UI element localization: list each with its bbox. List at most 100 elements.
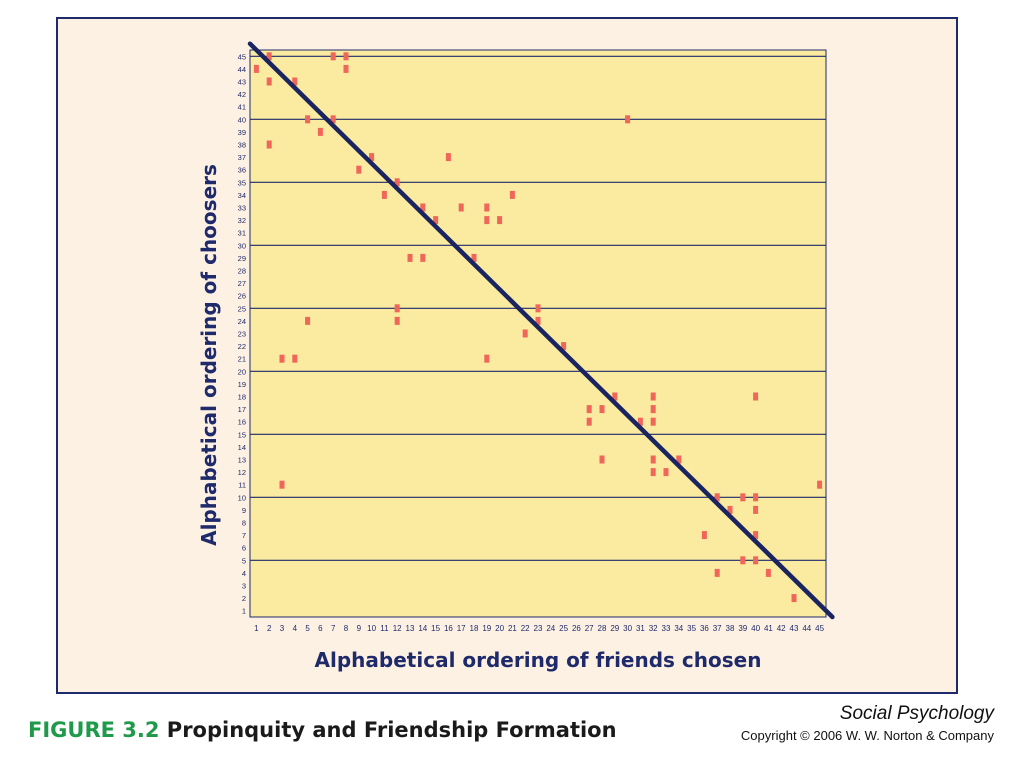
x-tick-label: 40 — [751, 624, 760, 633]
copyright-notice: Copyright © 2006 W. W. Norton & Company — [740, 728, 994, 743]
data-point — [279, 480, 285, 489]
data-point — [305, 115, 311, 124]
data-point — [676, 455, 682, 464]
y-tick-label: 32 — [238, 216, 246, 225]
data-point — [753, 392, 759, 401]
y-tick-label: 15 — [238, 430, 246, 439]
y-tick-label: 19 — [238, 380, 246, 389]
x-tick-label: 11 — [380, 624, 389, 633]
x-tick-label: 2 — [267, 624, 272, 633]
x-tick-label: 21 — [508, 624, 517, 633]
x-tick-label: 27 — [585, 624, 594, 633]
data-point — [637, 417, 643, 426]
data-point — [791, 594, 797, 603]
x-tick-label: 20 — [495, 624, 504, 633]
x-axis-label: Alphabetical ordering of friends chosen — [315, 648, 762, 672]
data-point — [650, 417, 656, 426]
y-tick-label: 41 — [238, 103, 246, 112]
x-tick-label: 41 — [764, 624, 773, 633]
y-tick-labels: 1234567891011121314151617181920212223242… — [238, 52, 246, 615]
x-tick-label: 37 — [713, 624, 722, 633]
y-tick-label: 30 — [238, 241, 246, 250]
y-tick-label: 29 — [238, 254, 246, 263]
data-point — [292, 354, 298, 363]
y-tick-label: 1 — [242, 607, 246, 616]
book-title: Social Psychology — [839, 703, 994, 724]
data-point — [650, 405, 656, 414]
x-tick-label: 34 — [674, 624, 683, 633]
x-tick-labels: 1 2 3 4 5 6 7 8 9 10 11 12 13 14 15 16 17 18 19 20 21 22 23 24 2… — [254, 624, 824, 633]
y-tick-label: 10 — [238, 493, 246, 502]
x-tick-label: 32 — [649, 624, 658, 633]
x-tick-label: 28 — [598, 624, 607, 633]
data-point — [701, 531, 707, 540]
data-point — [509, 190, 515, 199]
x-tick-label: 29 — [610, 624, 619, 633]
data-points — [253, 52, 823, 603]
data-point — [292, 77, 298, 86]
x-tick-label: 38 — [726, 624, 735, 633]
data-point — [356, 165, 362, 174]
data-point — [381, 190, 387, 199]
data-point — [599, 405, 605, 414]
x-tick-label: 17 — [457, 624, 466, 633]
x-tick-label: 33 — [662, 624, 671, 633]
data-point — [740, 556, 746, 565]
data-point — [727, 505, 733, 514]
y-tick-label: 39 — [238, 128, 246, 137]
x-tick-label: 16 — [444, 624, 453, 633]
data-point — [714, 493, 720, 502]
data-point — [279, 354, 285, 363]
x-tick-label: 24 — [546, 624, 555, 633]
y-tick-label: 43 — [238, 78, 246, 87]
y-tick-label: 27 — [238, 279, 246, 288]
y-tick-label: 13 — [238, 456, 246, 465]
x-tick-label: 31 — [636, 624, 645, 633]
plot-area — [249, 49, 827, 618]
y-tick-label: 22 — [238, 342, 246, 351]
data-point — [586, 417, 592, 426]
x-tick-label: 35 — [687, 624, 696, 633]
x-tick-label: 44 — [802, 624, 811, 633]
x-tick-label: 15 — [431, 624, 440, 633]
y-tick-label: 2 — [242, 594, 246, 603]
y-tick-label: 7 — [242, 531, 246, 540]
data-point — [740, 493, 746, 502]
data-point — [535, 304, 541, 313]
data-point — [561, 342, 567, 351]
data-point — [330, 115, 336, 124]
y-tick-label: 12 — [238, 468, 246, 477]
x-tick-label: 13 — [406, 624, 415, 633]
data-point — [433, 216, 439, 225]
data-point — [484, 203, 490, 212]
data-point — [650, 468, 656, 477]
data-point — [484, 354, 490, 363]
x-tick-label: 45 — [815, 624, 824, 633]
data-point — [625, 115, 631, 124]
data-point — [266, 140, 272, 149]
data-point — [765, 568, 771, 577]
data-point — [586, 405, 592, 414]
data-point — [599, 455, 605, 464]
y-tick-label: 33 — [238, 204, 246, 213]
data-point — [484, 216, 490, 225]
figure-title: Propinquity and Friendship Formation — [166, 718, 617, 742]
x-tick-label: 22 — [521, 624, 530, 633]
data-point — [535, 316, 541, 325]
scatter-chart: 1 2 3 4 5 6 7 8 9 10 11 12 13 14 15 16 17 18 19 20 21 22 23 24 2… — [197, 41, 835, 672]
y-tick-label: 26 — [238, 292, 246, 301]
data-point — [753, 505, 759, 514]
data-point — [394, 178, 400, 187]
x-tick-label: 8 — [344, 624, 349, 633]
y-tick-label: 6 — [242, 544, 246, 553]
figure-label: FIGURE 3.2 — [28, 718, 160, 742]
y-tick-label: 14 — [238, 443, 246, 452]
y-tick-label: 45 — [238, 52, 246, 61]
data-point — [420, 253, 426, 262]
x-tick-label: 3 — [280, 624, 285, 633]
y-tick-label: 9 — [242, 506, 246, 515]
data-point — [497, 216, 503, 225]
y-tick-label: 25 — [238, 304, 246, 313]
data-point — [663, 468, 669, 477]
data-point — [522, 329, 528, 338]
